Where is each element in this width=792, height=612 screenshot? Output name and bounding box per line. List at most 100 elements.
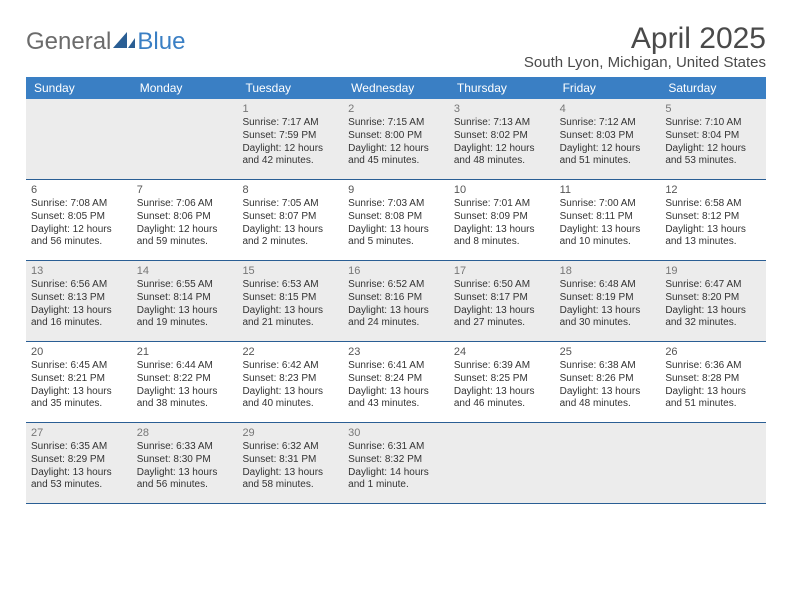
day-cell [449, 423, 555, 503]
day-info-line: Daylight: 12 hours [242, 143, 338, 156]
calendar-page: General Blue April 2025 South Lyon, Mich… [0, 0, 792, 514]
day-info-line: and 48 minutes. [454, 155, 550, 168]
day-info-line: Daylight: 13 hours [454, 305, 550, 318]
day-info-line: Sunset: 8:09 PM [454, 211, 550, 224]
day-cell: 16Sunrise: 6:52 AMSunset: 8:16 PMDayligh… [343, 261, 449, 341]
day-info-line: and 51 minutes. [560, 155, 656, 168]
day-cell [660, 423, 766, 503]
day-number: 6 [31, 183, 127, 197]
day-number: 4 [560, 102, 656, 116]
day-cell: 19Sunrise: 6:47 AMSunset: 8:20 PMDayligh… [660, 261, 766, 341]
day-number: 18 [560, 264, 656, 278]
day-info-line: and 2 minutes. [242, 236, 338, 249]
day-info-line: Sunrise: 6:55 AM [137, 279, 233, 292]
day-info-line: Sunset: 8:22 PM [137, 373, 233, 386]
day-cell: 12Sunrise: 6:58 AMSunset: 8:12 PMDayligh… [660, 180, 766, 260]
day-info-line: Sunrise: 6:42 AM [242, 360, 338, 373]
day-info-line: Sunset: 8:26 PM [560, 373, 656, 386]
day-info-line: Daylight: 13 hours [242, 224, 338, 237]
weekday-header: Tuesday [237, 77, 343, 99]
day-number: 2 [348, 102, 444, 116]
day-info-line: Sunset: 8:20 PM [665, 292, 761, 305]
day-info-line: Sunrise: 7:08 AM [31, 198, 127, 211]
day-info-line: Daylight: 12 hours [31, 224, 127, 237]
day-info-line: and 32 minutes. [665, 317, 761, 330]
day-info-line: Sunset: 8:11 PM [560, 211, 656, 224]
day-info-line: Sunrise: 6:45 AM [31, 360, 127, 373]
day-cell: 21Sunrise: 6:44 AMSunset: 8:22 PMDayligh… [132, 342, 238, 422]
day-info-line: Sunrise: 6:41 AM [348, 360, 444, 373]
day-info-line: Sunset: 8:15 PM [242, 292, 338, 305]
day-info-line: Sunset: 8:13 PM [31, 292, 127, 305]
week-row: 27Sunrise: 6:35 AMSunset: 8:29 PMDayligh… [26, 423, 766, 504]
day-info-line: Sunrise: 7:12 AM [560, 117, 656, 130]
day-cell: 7Sunrise: 7:06 AMSunset: 8:06 PMDaylight… [132, 180, 238, 260]
day-info-line: and 51 minutes. [665, 398, 761, 411]
day-cell [132, 99, 238, 179]
week-row: 20Sunrise: 6:45 AMSunset: 8:21 PMDayligh… [26, 342, 766, 423]
day-cell: 25Sunrise: 6:38 AMSunset: 8:26 PMDayligh… [555, 342, 661, 422]
day-info-line: Sunrise: 6:38 AM [560, 360, 656, 373]
day-info-line: Sunset: 8:21 PM [31, 373, 127, 386]
topbar: General Blue April 2025 South Lyon, Mich… [26, 22, 766, 71]
day-info-line: and 21 minutes. [242, 317, 338, 330]
week-row: 1Sunrise: 7:17 AMSunset: 7:59 PMDaylight… [26, 99, 766, 180]
day-info-line: and 16 minutes. [31, 317, 127, 330]
day-info-line: and 8 minutes. [454, 236, 550, 249]
day-info-line: and 48 minutes. [560, 398, 656, 411]
day-number: 10 [454, 183, 550, 197]
day-info-line: Sunset: 8:06 PM [137, 211, 233, 224]
day-number: 25 [560, 345, 656, 359]
day-number: 30 [348, 426, 444, 440]
day-cell: 28Sunrise: 6:33 AMSunset: 8:30 PMDayligh… [132, 423, 238, 503]
day-info-line: and 35 minutes. [31, 398, 127, 411]
day-info-line: and 46 minutes. [454, 398, 550, 411]
day-info-line: and 45 minutes. [348, 155, 444, 168]
day-cell: 4Sunrise: 7:12 AMSunset: 8:03 PMDaylight… [555, 99, 661, 179]
day-number: 7 [137, 183, 233, 197]
day-info-line: and 43 minutes. [348, 398, 444, 411]
day-info-line: Sunrise: 6:31 AM [348, 441, 444, 454]
day-info-line: Sunrise: 6:33 AM [137, 441, 233, 454]
day-info-line: Sunset: 8:16 PM [348, 292, 444, 305]
day-info-line: Daylight: 13 hours [348, 224, 444, 237]
day-number: 24 [454, 345, 550, 359]
day-info-line: Sunset: 8:23 PM [242, 373, 338, 386]
day-info-line: Sunset: 8:32 PM [348, 454, 444, 467]
day-cell: 2Sunrise: 7:15 AMSunset: 8:00 PMDaylight… [343, 99, 449, 179]
day-number: 23 [348, 345, 444, 359]
weeks-container: 1Sunrise: 7:17 AMSunset: 7:59 PMDaylight… [26, 99, 766, 504]
day-info-line: Sunrise: 7:03 AM [348, 198, 444, 211]
day-cell: 14Sunrise: 6:55 AMSunset: 8:14 PMDayligh… [132, 261, 238, 341]
day-cell: 8Sunrise: 7:05 AMSunset: 8:07 PMDaylight… [237, 180, 343, 260]
day-info-line: Daylight: 13 hours [348, 386, 444, 399]
day-info-line: Daylight: 13 hours [560, 224, 656, 237]
day-info-line: Sunset: 8:04 PM [665, 130, 761, 143]
day-info-line: and 30 minutes. [560, 317, 656, 330]
logo-sail-icon [113, 32, 135, 48]
day-info-line: Sunrise: 6:58 AM [665, 198, 761, 211]
day-cell: 13Sunrise: 6:56 AMSunset: 8:13 PMDayligh… [26, 261, 132, 341]
day-info-line: Daylight: 12 hours [137, 224, 233, 237]
week-row: 6Sunrise: 7:08 AMSunset: 8:05 PMDaylight… [26, 180, 766, 261]
day-info-line: and 40 minutes. [242, 398, 338, 411]
day-info-line: Daylight: 13 hours [560, 386, 656, 399]
day-info-line: Sunset: 8:29 PM [31, 454, 127, 467]
day-info-line: Daylight: 14 hours [348, 467, 444, 480]
day-info-line: Sunset: 8:05 PM [31, 211, 127, 224]
day-info-line: and 42 minutes. [242, 155, 338, 168]
day-info-line: Sunrise: 6:36 AM [665, 360, 761, 373]
title-block: April 2025 South Lyon, Michigan, United … [524, 22, 766, 71]
day-info-line: Daylight: 13 hours [454, 386, 550, 399]
logo-text-blue: Blue [137, 28, 185, 56]
day-number: 13 [31, 264, 127, 278]
day-info-line: Sunset: 8:25 PM [454, 373, 550, 386]
day-info-line: Daylight: 13 hours [137, 386, 233, 399]
day-info-line: and 58 minutes. [242, 479, 338, 492]
day-info-line: Sunrise: 6:47 AM [665, 279, 761, 292]
day-cell: 20Sunrise: 6:45 AMSunset: 8:21 PMDayligh… [26, 342, 132, 422]
day-number: 1 [242, 102, 338, 116]
day-info-line: and 38 minutes. [137, 398, 233, 411]
day-cell: 27Sunrise: 6:35 AMSunset: 8:29 PMDayligh… [26, 423, 132, 503]
month-title: April 2025 [524, 22, 766, 56]
